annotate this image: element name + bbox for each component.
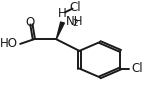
Polygon shape: [56, 22, 64, 39]
Text: Cl: Cl: [131, 62, 143, 75]
Text: NH: NH: [66, 15, 83, 28]
Text: 2: 2: [72, 19, 78, 28]
Text: Cl: Cl: [69, 1, 81, 14]
Text: O: O: [25, 16, 35, 29]
Text: H: H: [58, 7, 67, 20]
Text: HO: HO: [0, 37, 18, 50]
